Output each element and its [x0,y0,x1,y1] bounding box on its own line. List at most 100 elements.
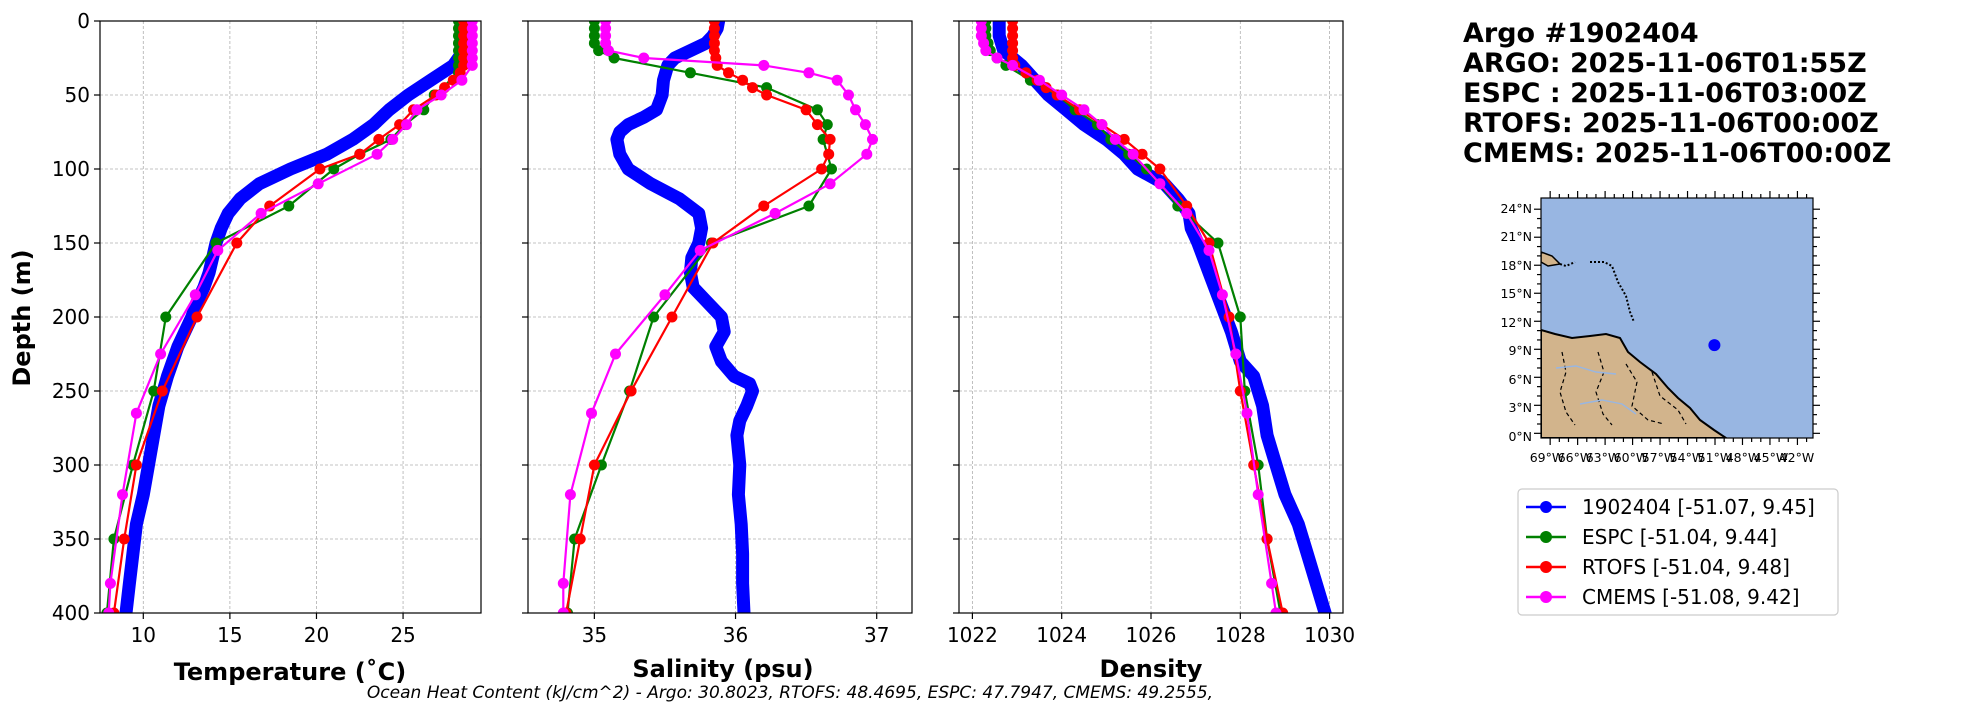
y-tick-label: 50 [65,83,90,107]
map-tick-group [1534,191,1820,445]
salinity-series-argo [610,21,759,613]
density-point-cmems [1181,207,1193,219]
density-point-espc [1234,311,1246,323]
density-point-espc [1172,200,1184,212]
salinity-point-espc [803,200,815,212]
legend-entry-cmems: CMEMS [-51.08, 9.42] [1526,585,1800,609]
density-point-cmems [980,45,992,57]
salinity-point-cmems [557,577,569,589]
legend-marker-argo [1540,501,1552,513]
temperature-point-cmems [411,104,423,116]
salinity-axis-title: Salinity (psu) [632,655,813,683]
density-point-cmems [1078,104,1090,116]
temperature-point-rtofs [130,459,142,471]
density-point-rtofs [1040,82,1052,94]
salinity-point-rtofs [666,311,678,323]
temperature-point-cmems [155,348,167,360]
legend: 1902404 [-51.07, 9.45] ESPC [-51.04, 9.4… [1517,488,1839,616]
info-espc-time: ESPC : 2025-11-06T03:00Z [1463,78,1867,109]
temperature-point-cmems [212,244,224,256]
density-point-cmems [1266,577,1278,589]
temperature-point-espc [283,200,295,212]
legend-label-rtofs: RTOFS [-51.04, 9.48] [1582,555,1790,579]
density-point-rtofs [1136,148,1148,160]
legend-label-argo: 1902404 [-51.07, 9.45] [1582,495,1815,519]
map-lat-tick-label: 3°N [1508,400,1532,415]
map-islands-west [1541,251,1562,267]
salinity-point-cmems [831,74,843,86]
salinity-point-cmems [769,207,781,219]
density-point-cmems [1230,348,1242,360]
legend-marker-rtofs [1540,561,1552,573]
map-lat-tick-label: 0°N [1508,429,1532,444]
density-point-cmems [1127,148,1139,160]
salinity-point-espc [811,104,823,116]
map-lat-tick-label: 12°N [1500,315,1532,330]
salinity-point-rtofs [574,533,586,545]
salinity-point-cmems [564,489,576,501]
info-cmems-time: CMEMS: 2025-11-06T00:00Z [1463,138,1891,169]
y-tick-label: 400 [52,601,90,625]
map-borders [1559,351,1687,426]
density-point-cmems [1109,133,1121,145]
salinity-point-rtofs [758,200,770,212]
x-tick-label: 1026 [1126,623,1177,647]
salinity-point-cmems [861,148,873,160]
temperature-point-cmems [387,133,399,145]
map-lat-tick-label: 6°N [1508,372,1532,387]
temperature-point-espc [160,311,172,323]
temperature-point-rtofs [156,385,168,397]
salinity-point-cmems [867,133,878,145]
float-position-marker [1708,339,1721,352]
temperature-series-group [101,21,478,613]
map-lon-tick-label: 60°W [1614,450,1649,465]
map-lon-tick-label: 48°W [1726,450,1761,465]
map-lon-tick-label: 54°W [1670,450,1705,465]
legend-frame [1517,488,1839,616]
map-lon-tick-label: 63°W [1586,450,1621,465]
salinity-point-espc [593,45,605,57]
density-point-cmems [1216,289,1228,301]
y-tick-label: 100 [52,157,90,181]
temperature-point-rtofs [373,133,385,145]
x-tick-label: 15 [217,623,242,647]
salinity-point-rtofs [723,67,734,79]
x-tick-label: 36 [723,623,748,647]
map-lon-tick-label: 45°W [1754,450,1789,465]
temperature-point-espc [328,163,340,175]
salinity-point-cmems [758,59,770,71]
x-tick-label: 1030 [1304,623,1355,647]
map-lon-tick-label: 69°W [1530,450,1565,465]
y-tick-label: 250 [52,379,90,403]
temperature-point-cmems [371,148,383,160]
temperature-point-cmems [117,489,128,501]
salinity-point-cmems [850,104,861,116]
salinity-point-rtofs [811,119,823,131]
temperature-point-espc [148,385,160,397]
temperature-point-cmems [401,119,412,131]
map-rivers [1555,365,1637,415]
y-tick-label: 200 [52,305,90,329]
temperature-point-rtofs [231,237,243,249]
temperature-point-cmems [312,178,324,190]
y-tick-label: 350 [52,527,90,551]
temperature-point-cmems [466,59,478,71]
legend-label-espc: ESPC [-51.04, 9.44] [1582,525,1777,549]
salinity-point-cmems [803,67,815,79]
density-series-group [975,21,1332,613]
x-tick-label: 25 [390,623,415,647]
salinity-point-rtofs [737,74,749,86]
salinity-point-cmems [694,244,706,256]
map-lat-tick-label: 21°N [1500,229,1532,244]
salinity-point-rtofs [800,104,812,116]
density-point-cmems [1007,59,1019,71]
depth-axis-title: Depth (m) [8,249,36,386]
map-lon-tick-label: 57°W [1642,450,1677,465]
map-lon-tick-label: 42°W [1780,450,1815,465]
salinity-point-cmems [843,89,854,101]
density-point-cmems [1203,244,1215,256]
temperature-point-rtofs [354,148,366,160]
salinity-point-cmems [638,52,650,64]
temperature-point-rtofs [314,163,326,175]
